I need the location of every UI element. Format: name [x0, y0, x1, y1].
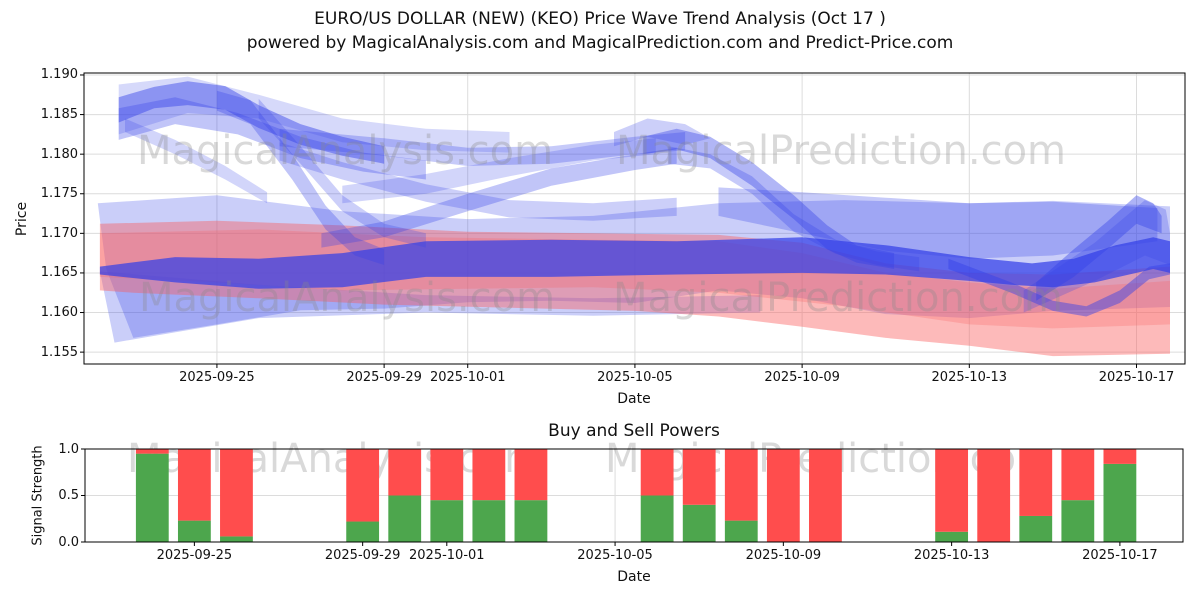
band-descent-2 — [258, 98, 426, 248]
price-wave-trend-ytick: 1.185 — [40, 107, 78, 123]
figure-subtitle: powered by MagicalAnalysis.com and Magic… — [246, 33, 954, 53]
band-descent-1 — [216, 90, 385, 265]
price-wave-trend-ytick: 1.170 — [40, 225, 78, 241]
buy-sell-powers-ytick: 0.5 — [58, 488, 79, 503]
price-wave-trend-ytick: 1.175 — [40, 186, 78, 202]
buy-sell-powers-xtick: 2025-10-05 — [577, 548, 653, 563]
watermark-text: MagicalPrediction.com — [616, 128, 1066, 174]
sell-bar — [388, 449, 422, 496]
sell-bar — [472, 449, 506, 501]
band-cluster-tail — [125, 118, 268, 204]
price-wave-trend-xtick: 2025-09-25 — [179, 370, 255, 385]
sell-bar — [430, 449, 464, 501]
sell-bar — [640, 449, 674, 496]
watermark-text: MagicalPrediction.com — [613, 275, 1063, 321]
sell-bar — [977, 449, 1011, 542]
buy-bar — [1061, 500, 1095, 542]
buy-sell-powers-xtick: 2025-09-29 — [324, 548, 401, 563]
buy-bar — [682, 504, 716, 542]
sell-bar — [1103, 449, 1137, 464]
price-wave-trend-ytick: 1.190 — [40, 67, 78, 83]
band-big-descent-1 — [643, 128, 895, 269]
price-wave-trend-xtick: 2025-10-01 — [429, 370, 506, 385]
watermark-text: MagicalAnalysis.com — [137, 128, 553, 174]
sell-bar — [514, 449, 548, 501]
bottom-chart-title: Buy and Sell Powers — [548, 421, 720, 441]
buy-bar — [472, 500, 506, 542]
buy-sell-powers-xtick: 2025-10-13 — [913, 548, 990, 563]
price-wave-trend-xtick: 2025-10-09 — [764, 370, 840, 385]
buy-bar — [388, 495, 422, 542]
buy-sell-powers-xtick: 2025-10-17 — [1082, 548, 1158, 563]
sell-bar — [135, 449, 169, 454]
price-wave-trend-xtick: 2025-10-05 — [597, 370, 673, 385]
band-cluster-dark — [118, 81, 385, 164]
top-xlabel: Date — [617, 391, 651, 407]
band-lower-wedge — [99, 271, 761, 343]
band-lattice-cross — [279, 142, 677, 221]
sell-bar — [682, 449, 716, 505]
sell-bar — [935, 449, 969, 532]
price-wave-trend-ytick: 1.165 — [40, 265, 78, 281]
buy-sell-powers-ytick: 0.0 — [58, 534, 79, 550]
buy-bar — [135, 453, 169, 542]
band-right-spike — [1036, 195, 1162, 301]
figure-title: EURO/US DOLLAR (NEW) (KEO) Price Wave Tr… — [314, 9, 886, 29]
buy-bar — [514, 500, 548, 542]
buy-sell-powers-spines — [81, 448, 1184, 546]
price-wave-trend-xtick: 2025-10-13 — [931, 370, 1008, 385]
buy-sell-powers-bars — [135, 449, 1137, 542]
buy-bar — [177, 520, 211, 542]
buy-bar — [724, 520, 758, 542]
price-wave-trend-watermarks: MagicalAnalysis.com MagicalPrediction.com… — [137, 128, 1066, 321]
buy-bar — [1103, 463, 1137, 542]
price-wave-trend-xtick: 2025-09-29 — [346, 370, 422, 385]
buy-bar — [220, 536, 253, 542]
buy-sell-powers-xtick: 2025-09-25 — [156, 548, 233, 563]
watermark-text: MagicalAnalysis.com — [139, 275, 555, 321]
band-big-descent-2 — [668, 146, 920, 272]
buy-sell-powers-xtick: 2025-10-01 — [409, 548, 485, 563]
price-wave-trend-ytick: 1.180 — [40, 146, 78, 162]
sell-bar — [1019, 449, 1053, 516]
band-cluster-mid — [118, 97, 426, 180]
band-lattice-flat — [279, 128, 686, 166]
price-wave-trend-xtick: 2025-10-17 — [1098, 370, 1175, 385]
band-cluster-wide — [118, 76, 510, 153]
sell-bar — [346, 449, 380, 522]
band-dip-streak — [948, 258, 1170, 317]
price-wave-trend-bands — [97, 76, 1170, 357]
buy-sell-powers-xtick: 2025-10-09 — [745, 548, 822, 563]
band-lattice-rise — [321, 147, 677, 248]
price-wave-trend-spines — [80, 72, 1186, 368]
buy-bar — [1019, 515, 1053, 542]
sell-bar — [177, 449, 211, 521]
bottom-xlabel: Date — [617, 569, 651, 585]
sell-bar — [724, 449, 758, 521]
price-wave-trend-ytick: 1.160 — [40, 305, 78, 321]
sell-bar — [1061, 449, 1095, 501]
buy-bar — [430, 500, 464, 542]
sell-bar — [809, 449, 842, 542]
band-mid-right — [718, 187, 1158, 259]
band-core-band — [99, 237, 1170, 289]
sell-bar — [766, 449, 800, 542]
buy-sell-powers-ytick: 1.0 — [58, 441, 79, 457]
band-right-spike-wide — [1023, 200, 1170, 313]
band-peak-bump — [614, 118, 711, 147]
price-wave-trend-ytick: 1.155 — [40, 344, 78, 360]
buy-bar — [640, 495, 674, 542]
band-lattice-rise-2 — [342, 138, 656, 204]
sell-bar — [220, 449, 253, 537]
buy-bar — [935, 531, 969, 542]
buy-bar — [346, 521, 380, 542]
